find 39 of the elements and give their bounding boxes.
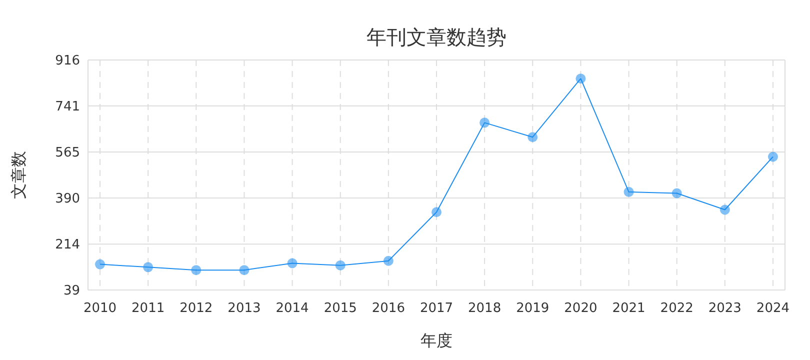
point bbox=[191, 265, 202, 276]
x-tick-label: 2022 bbox=[660, 301, 694, 316]
x-tick-label: 2024 bbox=[756, 301, 790, 316]
y-tick-label: 741 bbox=[55, 99, 80, 114]
x-tick-label: 2017 bbox=[420, 301, 454, 316]
y-axis-title: 文章数 bbox=[9, 151, 28, 199]
x-tick-label: 2023 bbox=[708, 301, 742, 316]
x-tick-label: 2020 bbox=[564, 301, 598, 316]
y-tick-label: 214 bbox=[55, 238, 80, 253]
point bbox=[143, 262, 154, 272]
point bbox=[480, 118, 490, 128]
x-tick-label: 2018 bbox=[468, 301, 502, 316]
point bbox=[768, 152, 778, 162]
x-tick-label: 2019 bbox=[516, 301, 550, 316]
point bbox=[95, 259, 106, 270]
y-tick-label: 565 bbox=[55, 146, 80, 161]
x-tick-label: 2016 bbox=[372, 301, 405, 316]
point bbox=[432, 207, 442, 218]
x-tick-label: 2010 bbox=[83, 301, 117, 316]
chart-title: 年刊文章数趋势 bbox=[366, 25, 506, 49]
point bbox=[287, 258, 298, 268]
x-axis-title: 年度 bbox=[420, 331, 452, 350]
x-tick-label: 2013 bbox=[228, 301, 261, 316]
y-tick-label: 39 bbox=[63, 284, 80, 299]
point bbox=[576, 74, 586, 84]
x-tick-label: 2012 bbox=[180, 301, 213, 316]
x-tick-label: 2021 bbox=[612, 301, 646, 316]
x-tick-label: 2014 bbox=[276, 301, 309, 316]
y-tick-label: 390 bbox=[55, 192, 80, 206]
point bbox=[335, 260, 346, 270]
x-tick-label: 2011 bbox=[132, 301, 165, 316]
point bbox=[383, 256, 394, 266]
point bbox=[239, 265, 250, 276]
x-tick-label: 2015 bbox=[324, 301, 357, 316]
point bbox=[672, 188, 682, 198]
point bbox=[624, 186, 634, 197]
y-tick-label: 916 bbox=[55, 54, 80, 69]
point bbox=[720, 204, 730, 215]
point bbox=[528, 132, 538, 142]
